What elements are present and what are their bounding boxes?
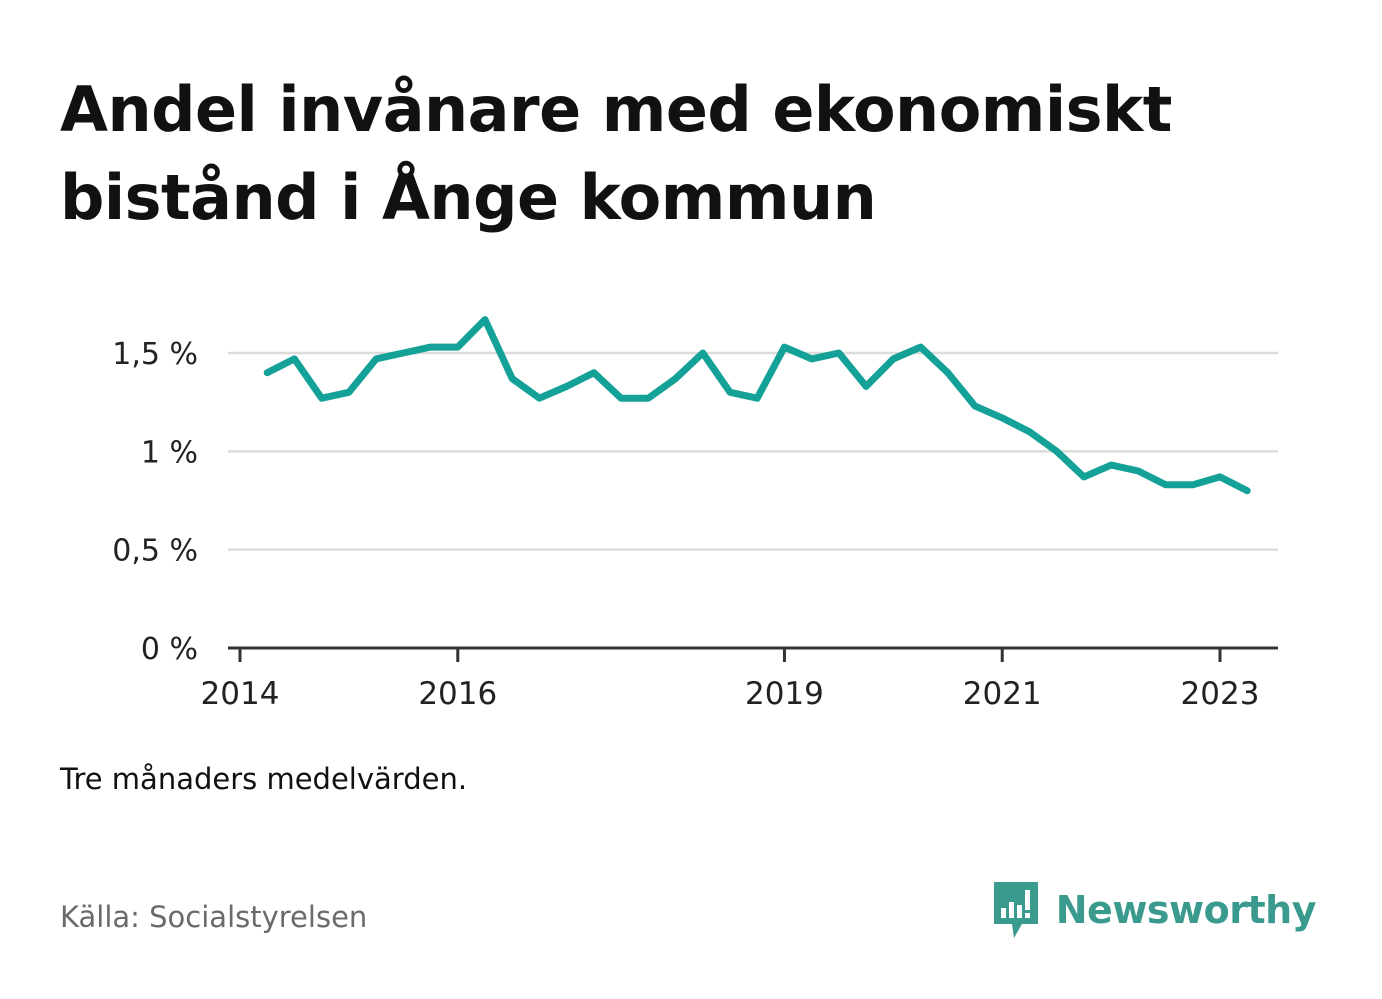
x-tick-label: 2014	[201, 676, 280, 712]
grid-lines	[228, 351, 1278, 551]
series-line	[263, 316, 1251, 495]
x-tick-label: 2021	[963, 676, 1042, 712]
chart-note: Tre månaders medelvärden.	[60, 762, 468, 796]
brand-logo: Newsworthy	[990, 878, 1317, 942]
y-tick-label: 1 %	[141, 435, 198, 470]
x-tick-label: 2019	[745, 676, 824, 712]
y-tick-label: 0,5 %	[112, 534, 198, 569]
source-text: Källa: Socialstyrelsen	[60, 900, 368, 934]
series-group	[263, 316, 1251, 495]
chart-title: Andel invånare med ekonomiskt bistånd i …	[60, 73, 1172, 234]
y-axis-ticks: 0 % 0,5 % 1 % 1,5 %	[112, 337, 198, 667]
x-tick-label: 2023	[1181, 676, 1260, 712]
newsworthy-logo-icon	[993, 882, 1038, 938]
y-tick-label: 1,5 %	[112, 337, 198, 372]
y-tick-label: 0 %	[141, 632, 198, 667]
brand-name: Newsworthy	[1055, 888, 1317, 932]
x-axis-ticks: 2014 2016 2019 2021 2023	[201, 648, 1260, 712]
x-tick-label: 2016	[418, 676, 497, 712]
